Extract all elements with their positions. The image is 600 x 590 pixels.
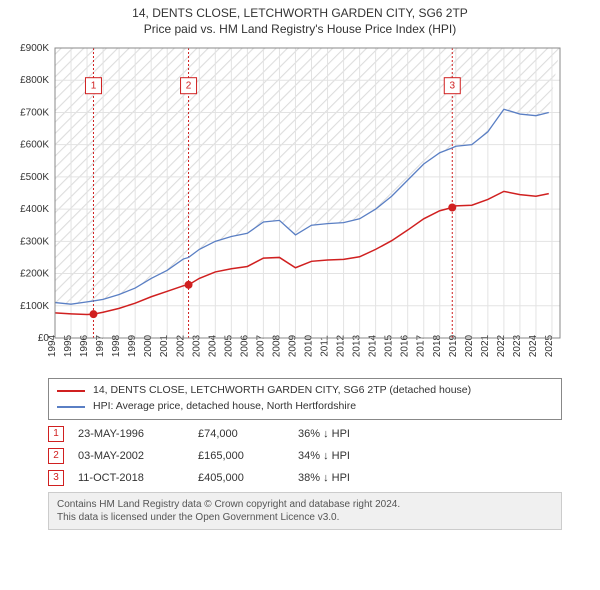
sale-row: 2 03-MAY-2002£165,00034% ↓ HPI: [48, 448, 562, 464]
footer-line-1: Contains HM Land Registry data © Crown c…: [57, 498, 553, 511]
svg-text:£500K: £500K: [20, 172, 49, 183]
sale-date: 23-MAY-1996: [78, 428, 198, 440]
sale-marker-badge: 2: [48, 448, 64, 464]
sale-price: £74,000: [198, 428, 298, 440]
chart-container: 14, DENTS CLOSE, LETCHWORTH GARDEN CITY,…: [0, 0, 600, 590]
sale-price: £165,000: [198, 450, 298, 462]
sale-row: 1 23-MAY-1996£74,00036% ↓ HPI: [48, 426, 562, 442]
title-block: 14, DENTS CLOSE, LETCHWORTH GARDEN CITY,…: [0, 0, 600, 38]
sale-price: £405,000: [198, 472, 298, 484]
svg-text:3: 3: [449, 81, 455, 92]
legend-label: HPI: Average price, detached house, Nort…: [93, 399, 356, 415]
sale-date: 11-OCT-2018: [78, 472, 198, 484]
svg-text:£900K: £900K: [20, 43, 49, 54]
svg-text:£100K: £100K: [20, 301, 49, 312]
sale-diff: 34% ↓ HPI: [298, 450, 350, 462]
sale-table: 1 23-MAY-1996£74,00036% ↓ HPI 2 03-MAY-2002…: [48, 426, 562, 486]
svg-text:£400K: £400K: [20, 204, 49, 215]
svg-text:£600K: £600K: [20, 140, 49, 151]
sale-marker-badge: 1: [48, 426, 64, 442]
legend-label: 14, DENTS CLOSE, LETCHWORTH GARDEN CITY,…: [93, 383, 471, 399]
svg-text:£700K: £700K: [20, 107, 49, 118]
legend-item: 14, DENTS CLOSE, LETCHWORTH GARDEN CITY,…: [57, 383, 553, 399]
chart-area: £0£100K£200K£300K£400K£500K£600K£700K£80…: [10, 42, 590, 372]
legend: 14, DENTS CLOSE, LETCHWORTH GARDEN CITY,…: [48, 378, 562, 420]
title-line-1: 14, DENTS CLOSE, LETCHWORTH GARDEN CITY,…: [0, 6, 600, 20]
title-line-2: Price paid vs. HM Land Registry's House …: [0, 22, 600, 36]
sale-row: 3 11-OCT-2018£405,00038% ↓ HPI: [48, 470, 562, 486]
sale-marker-badge: 3: [48, 470, 64, 486]
footer-attribution: Contains HM Land Registry data © Crown c…: [48, 492, 562, 530]
line-chart: £0£100K£200K£300K£400K£500K£600K£700K£80…: [10, 42, 570, 372]
svg-text:£200K: £200K: [20, 269, 49, 280]
svg-text:2: 2: [186, 81, 192, 92]
svg-text:1: 1: [91, 81, 97, 92]
footer-line-2: This data is licensed under the Open Gov…: [57, 511, 553, 524]
sale-diff: 36% ↓ HPI: [298, 428, 350, 440]
sale-date: 03-MAY-2002: [78, 450, 198, 462]
svg-text:£300K: £300K: [20, 236, 49, 247]
svg-text:£800K: £800K: [20, 75, 49, 86]
legend-swatch: [57, 390, 85, 392]
legend-item: HPI: Average price, detached house, Nort…: [57, 399, 553, 415]
sale-diff: 38% ↓ HPI: [298, 472, 350, 484]
legend-swatch: [57, 406, 85, 408]
